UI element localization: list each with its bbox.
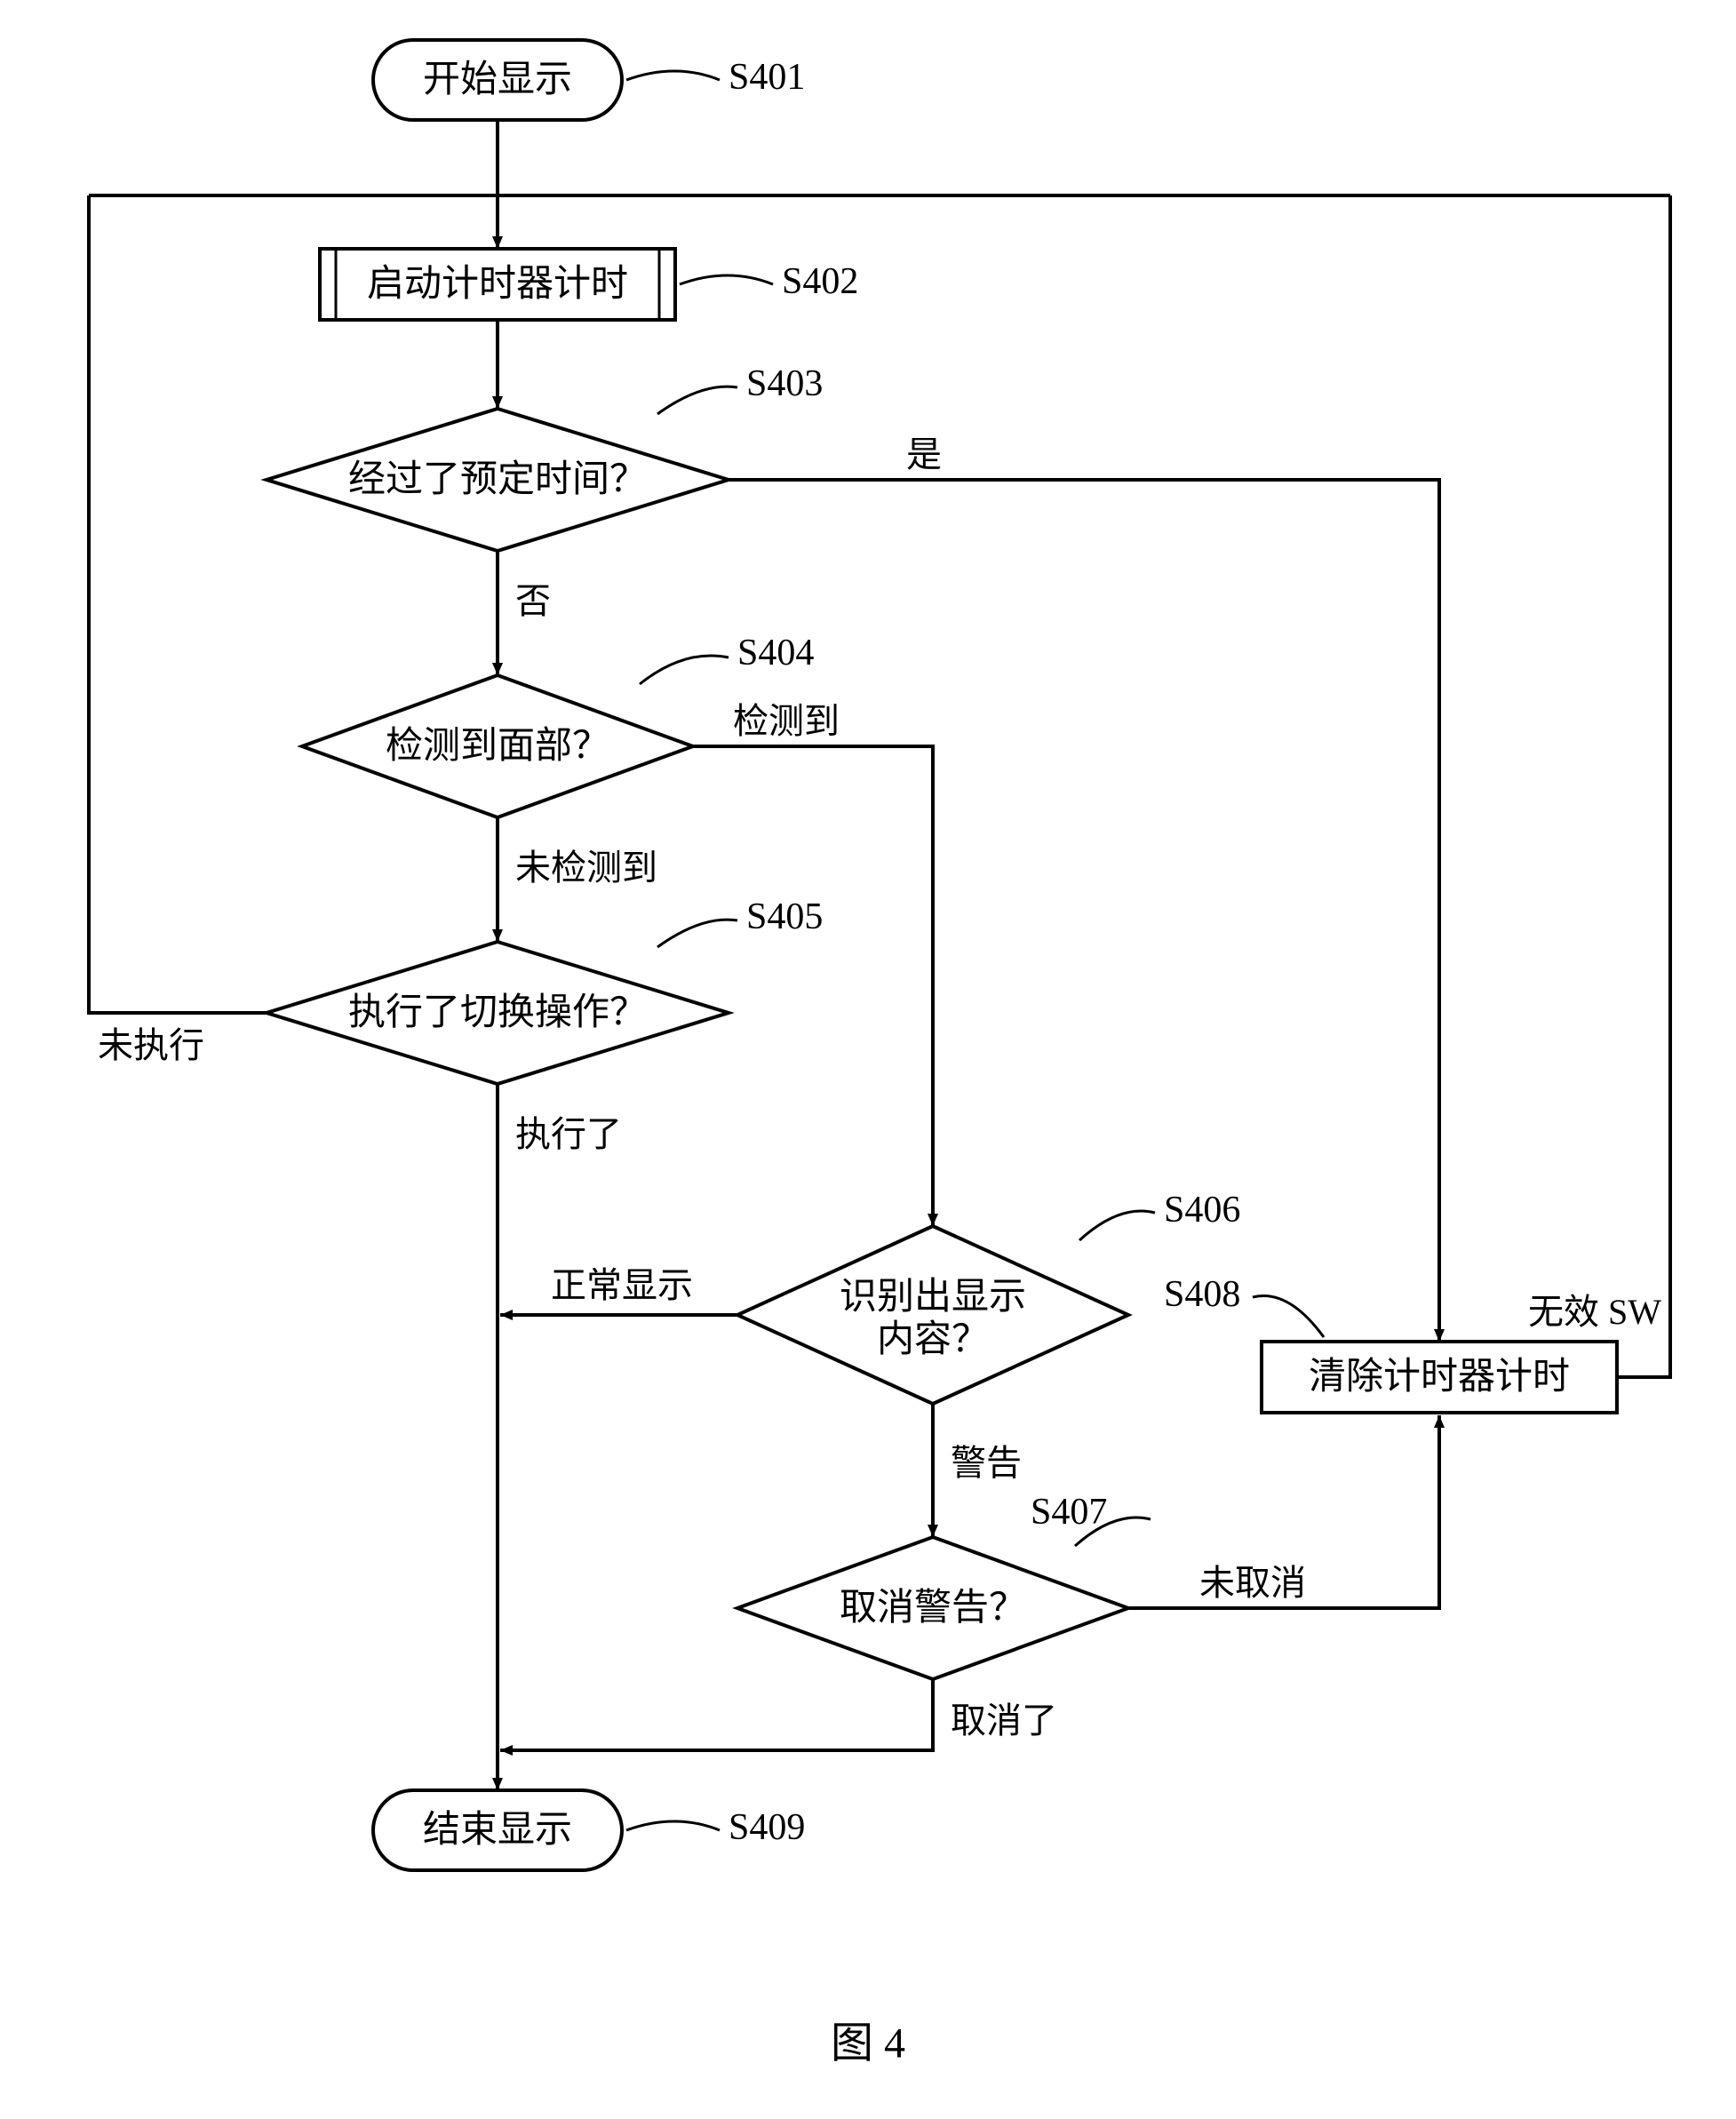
edge-s406-warn-label: 警告 — [951, 1443, 1022, 1483]
node-s402-label: S402 — [782, 261, 858, 302]
edge-s405-exec-label: 执行了 — [515, 1114, 622, 1154]
node-s405-text: 执行了切换操作？ — [348, 992, 647, 1033]
edge-s403-no-label: 否 — [515, 581, 551, 621]
node-s405-label: S405 — [746, 896, 823, 937]
edge-s404-detected — [693, 746, 933, 1226]
node-s401: 开始显示 S401 — [373, 40, 805, 120]
node-s407-label: S407 — [1031, 1492, 1107, 1533]
node-s401-label: S401 — [729, 57, 805, 98]
node-s407: 取消警告？ S407 — [737, 1492, 1151, 1679]
node-s403: 经过了预定时间？ S403 — [267, 363, 823, 551]
node-s406-text-l2: 内容？ — [877, 1318, 989, 1360]
edge-s403-yes — [729, 480, 1439, 1342]
edge-s407-cancel — [500, 1679, 933, 1750]
edge-s405-notexec-left — [89, 195, 267, 1013]
node-s406-text-l1: 识别出显示 — [840, 1277, 1026, 1318]
node-s403-label: S403 — [746, 363, 823, 404]
node-s407-text: 取消警告？ — [840, 1588, 1026, 1629]
edge-s407-notcancel-label: 未取消 — [1199, 1563, 1306, 1603]
edge-s406-normal-label: 正常显示 — [551, 1265, 693, 1305]
node-s405: 执行了切换操作？ S405 — [267, 896, 823, 1084]
node-s402-text: 启动计时器计时 — [367, 264, 628, 305]
edge-s404-detected-label: 检测到 — [733, 701, 840, 741]
flowchart-container: 开始显示 S401 启动计时器计时 S402 经过了预定时间？ S403 是 否… — [0, 0, 1736, 2115]
node-s403-text: 经过了预定时间？ — [348, 458, 647, 500]
node-s408-text: 清除计时器计时 — [1309, 1356, 1570, 1398]
edge-s403-yes-label: 是 — [906, 434, 942, 474]
figure-caption: 图 4 — [831, 2020, 905, 2067]
node-s409-text: 结束显示 — [423, 1810, 572, 1851]
node-s404-text: 检测到面部？ — [386, 725, 609, 767]
edge-s408-loop — [1617, 195, 1670, 1377]
edge-s405-notexec-label: 未执行 — [98, 1025, 204, 1065]
node-s404-label: S404 — [737, 633, 814, 673]
edge-s404-notdetected-label: 未检测到 — [515, 848, 657, 888]
edge-s408-right-label: 无效 SW — [1528, 1292, 1661, 1332]
node-s409: 结束显示 S409 — [373, 1790, 805, 1870]
node-s408-label: S408 — [1164, 1274, 1240, 1315]
node-s406-label: S406 — [1164, 1190, 1240, 1231]
node-s409-label: S409 — [729, 1807, 805, 1848]
node-s402: 启动计时器计时 S402 — [320, 249, 858, 320]
node-s401-text: 开始显示 — [423, 60, 572, 100]
flowchart-svg: 开始显示 S401 启动计时器计时 S402 经过了预定时间？ S403 是 否… — [0, 0, 1736, 2115]
edge-s407-cancel-label: 取消了 — [951, 1701, 1057, 1741]
